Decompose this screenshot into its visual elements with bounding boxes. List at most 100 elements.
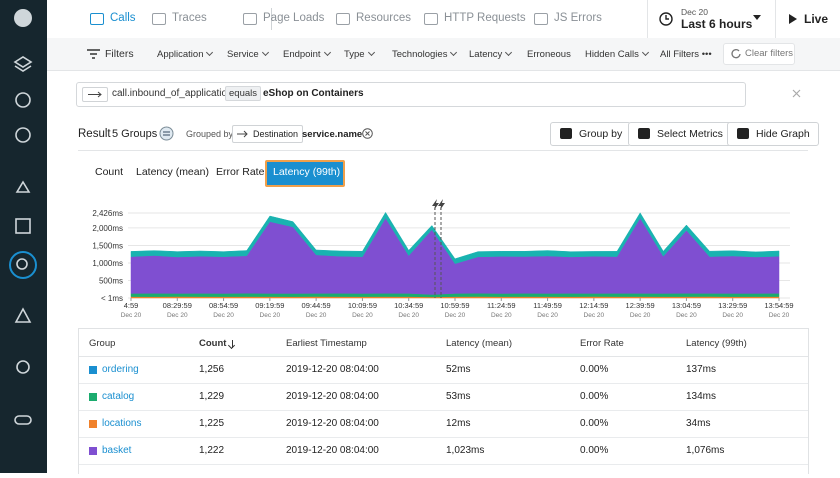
filters-label[interactable]: Filters xyxy=(105,48,134,60)
column-header[interactable]: Group xyxy=(89,338,116,349)
column-header[interactable]: Latency (99th) xyxy=(686,338,747,349)
result-button[interactable]: Group by xyxy=(550,122,632,146)
cell: 1,225 xyxy=(199,418,225,429)
metric-tab[interactable]: Latency (mean) xyxy=(136,166,209,178)
sidebar-icons xyxy=(9,9,37,425)
separator xyxy=(78,150,808,151)
live-button[interactable]: Live xyxy=(804,12,829,26)
view-tab[interactable]: Page Loads xyxy=(263,12,325,24)
icon-infra[interactable] xyxy=(15,180,31,193)
tag-remove[interactable] xyxy=(362,128,373,139)
metric-tab-active xyxy=(265,160,345,187)
time-date[interactable]: Dec 20 xyxy=(681,7,708,17)
cell: 52ms xyxy=(446,364,471,375)
x-tick-label: 10:34:59 xyxy=(394,301,423,310)
top-bar: Dec 20 Last 6 hours Live Calls Traces Page… xyxy=(47,0,840,39)
clear-filters-button[interactable]: Clear filters xyxy=(723,43,795,65)
x-tick-date: Dec 20 xyxy=(445,312,466,319)
icon-layers[interactable] xyxy=(13,56,33,72)
group-link[interactable]: ordering xyxy=(102,364,139,375)
filter-item[interactable]: Latency xyxy=(469,49,511,60)
clear-filters[interactable]: Clear filters xyxy=(745,48,794,59)
query-operator: equals xyxy=(225,86,261,101)
filter-item[interactable]: All Filters ••• xyxy=(660,49,712,60)
icon-search xyxy=(16,258,28,270)
column-header[interactable]: Latency (mean) xyxy=(446,338,513,349)
column-header[interactable]: Error Rate xyxy=(580,338,624,349)
query-arrow xyxy=(88,91,102,98)
cell: 2019-12-20 08:04:00 xyxy=(286,391,379,402)
sidebar xyxy=(0,0,47,473)
icon-more[interactable] xyxy=(14,415,32,425)
button-label[interactable]: Group by xyxy=(579,128,623,140)
group-destination[interactable]: Destination xyxy=(232,125,304,143)
group-color xyxy=(89,366,97,374)
icon-pin[interactable] xyxy=(15,127,31,143)
group-color xyxy=(89,420,97,428)
area xyxy=(130,293,780,298)
metric-tab[interactable]: Error Rate xyxy=(216,166,265,178)
y-tick-label: < 1ms xyxy=(101,294,123,303)
x-tick-date: Dec 20 xyxy=(676,312,697,319)
grouped-by: Grouped by xyxy=(186,129,234,139)
x-tick-date: Dec 20 xyxy=(398,312,419,319)
view-tab[interactable]: JS Errors xyxy=(554,12,602,24)
x-tick-label: 13:29:59 xyxy=(718,301,747,310)
view-tab[interactable]: HTTP Requests xyxy=(444,12,526,24)
result-button[interactable]: Select Metrics xyxy=(628,122,732,146)
area xyxy=(130,211,780,264)
filter-item[interactable]: Erroneous xyxy=(527,49,571,60)
x-tick-label: 12:14:59 xyxy=(579,301,608,310)
x-tick-label: 08:54:59 xyxy=(209,301,238,310)
icon-gear[interactable] xyxy=(16,360,30,374)
row-line xyxy=(79,356,808,357)
button-label[interactable]: Select Metrics xyxy=(657,128,723,140)
result-button[interactable]: Hide Graph xyxy=(727,122,819,146)
query-clear[interactable] xyxy=(792,89,801,98)
icon-alert[interactable] xyxy=(14,307,32,323)
view-tab[interactable]: Traces xyxy=(172,12,207,24)
divider xyxy=(775,0,776,38)
group-tag: service.name xyxy=(302,129,363,140)
column-header[interactable]: Count xyxy=(199,338,227,349)
caret xyxy=(753,15,761,20)
play-icon xyxy=(789,14,797,24)
x-tick-label: 13:04:59 xyxy=(672,301,701,310)
filter-icon xyxy=(87,49,100,59)
cell: 0.00% xyxy=(580,391,609,402)
filter-item[interactable]: Endpoint xyxy=(283,49,330,60)
x-tick-date: Dec 20 xyxy=(584,312,605,319)
filter-item[interactable]: Hidden Calls xyxy=(585,49,648,60)
cell: 1,076ms xyxy=(686,445,725,456)
view-tab[interactable]: Calls xyxy=(110,12,136,24)
group-link[interactable]: basket xyxy=(102,445,132,456)
tab-icon xyxy=(336,13,350,25)
group-link[interactable]: locations xyxy=(102,418,142,429)
button-label[interactable]: Hide Graph xyxy=(756,128,810,140)
y-tick-label: 1,500ms xyxy=(92,241,123,250)
view-tab[interactable]: Resources xyxy=(356,12,411,24)
filter-item[interactable]: Application xyxy=(157,49,212,60)
query-box[interactable]: call.inbound_of_application equals eShop… xyxy=(76,82,746,107)
row-line xyxy=(79,383,808,384)
filter-item[interactable]: Service xyxy=(227,49,268,60)
icon-active[interactable] xyxy=(9,251,37,279)
metric-tab[interactable]: Latency (99th) xyxy=(273,166,341,178)
cell: 2019-12-20 08:04:00 xyxy=(286,364,379,375)
filter-item[interactable]: Type xyxy=(344,49,374,60)
icon-settings-a[interactable] xyxy=(15,92,31,108)
x-tick-label: 10:09:59 xyxy=(348,301,377,310)
result-count: 5 Groups xyxy=(112,128,158,140)
icon-chart[interactable] xyxy=(15,218,31,234)
time-range[interactable]: Last 6 hours xyxy=(681,17,753,31)
group-link[interactable]: catalog xyxy=(102,391,135,402)
column-header[interactable]: Earliest Timestamp xyxy=(286,338,367,349)
metric-tab[interactable]: Count xyxy=(95,166,124,178)
cell: 0.00% xyxy=(580,364,609,375)
avatar xyxy=(14,9,32,27)
x-tick-date: Dec 20 xyxy=(491,312,512,319)
result-title: Result xyxy=(78,128,111,140)
refresh-icon[interactable] xyxy=(159,126,174,141)
filter-item[interactable]: Technologies xyxy=(392,49,456,60)
y-tick-label: 2,000ms xyxy=(92,224,123,233)
